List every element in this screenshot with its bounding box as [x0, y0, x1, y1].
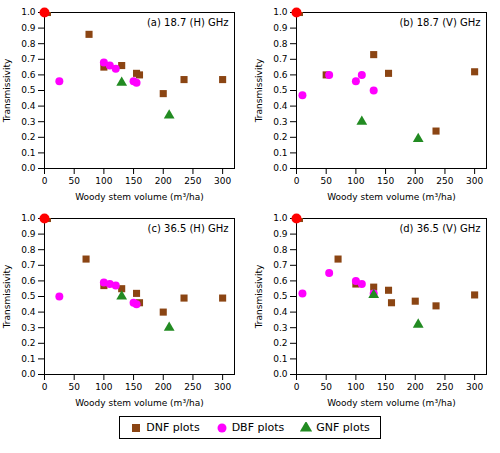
svg-text:Transmissivity: Transmissivity	[2, 264, 12, 329]
svg-text:50: 50	[320, 382, 332, 392]
html-text:GNF plots: GNF plots	[316, 421, 370, 434]
svg-text:0.9: 0.9	[21, 229, 36, 239]
svg-text:0: 0	[294, 382, 300, 392]
svg-text:0.8: 0.8	[273, 245, 288, 255]
svg-text:0.2: 0.2	[273, 132, 287, 142]
svg-text:Woody stem volume (m³/ha): Woody stem volume (m³/ha)	[75, 398, 204, 408]
svg-text:0.5: 0.5	[273, 291, 287, 301]
svg-text:1.0: 1.0	[273, 213, 288, 223]
svg-text:0.4: 0.4	[273, 307, 288, 317]
svg-text:0.8: 0.8	[21, 39, 36, 49]
svg-text:0.9: 0.9	[273, 229, 288, 239]
svg-text:0.9: 0.9	[273, 23, 288, 33]
svg-text:1.0: 1.0	[21, 213, 36, 223]
svg-text:0: 0	[42, 176, 48, 186]
svg-text:Transmissivity: Transmissivity	[254, 264, 264, 329]
svg-text:Transmissivity: Transmissivity	[2, 58, 12, 123]
svg-text:300: 300	[214, 176, 231, 186]
svg-text:200: 200	[407, 176, 424, 186]
svg-text:0.1: 0.1	[273, 148, 287, 158]
svg-text:(b) 18.7 (V) GHz: (b) 18.7 (V) GHz	[399, 17, 480, 28]
svg-text:Woody stem volume (m³/ha): Woody stem volume (m³/ha)	[327, 192, 456, 202]
svg-text:100: 100	[95, 382, 112, 392]
svg-text:150: 150	[125, 382, 142, 392]
svg-text:250: 250	[436, 382, 453, 392]
svg-text:0.5: 0.5	[21, 291, 35, 301]
svg-text:0.7: 0.7	[273, 54, 287, 64]
svg-text:200: 200	[407, 382, 424, 392]
svg-text:0.6: 0.6	[21, 276, 36, 286]
svg-text:(c) 36.5 (H) GHz: (c) 36.5 (H) GHz	[148, 223, 229, 234]
svg-text:0.7: 0.7	[273, 260, 287, 270]
svg-text:150: 150	[377, 382, 394, 392]
svg-text:0.1: 0.1	[21, 354, 35, 364]
html-text:DBF plots: DBF plots	[231, 421, 285, 434]
svg-text:150: 150	[125, 176, 142, 186]
svg-text:50: 50	[68, 176, 80, 186]
svg-text:0.0: 0.0	[273, 163, 288, 173]
svg-text:Woody stem volume (m³/ha): Woody stem volume (m³/ha)	[75, 192, 204, 202]
svg-text:0.4: 0.4	[273, 101, 288, 111]
svg-text:0.1: 0.1	[273, 354, 287, 364]
html-text:DNF plots: DNF plots	[146, 421, 200, 434]
svg-text:1.0: 1.0	[21, 7, 36, 17]
svg-text:0.4: 0.4	[21, 307, 36, 317]
svg-text:0.0: 0.0	[21, 163, 36, 173]
svg-text:0.3: 0.3	[21, 117, 35, 127]
svg-text:0.6: 0.6	[273, 276, 288, 286]
svg-text:0.5: 0.5	[273, 85, 287, 95]
svg-text:50: 50	[320, 176, 332, 186]
svg-text:1.0: 1.0	[273, 7, 288, 17]
svg-text:0.9: 0.9	[21, 23, 36, 33]
svg-text:50: 50	[68, 382, 80, 392]
svg-text:250: 250	[184, 382, 201, 392]
svg-text:0.7: 0.7	[21, 54, 35, 64]
svg-text:0.0: 0.0	[21, 369, 36, 379]
svg-text:0.0: 0.0	[273, 369, 288, 379]
svg-text:0: 0	[294, 176, 300, 186]
svg-text:0.4: 0.4	[21, 101, 36, 111]
svg-text:0.5: 0.5	[21, 85, 35, 95]
svg-text:0.3: 0.3	[273, 117, 287, 127]
svg-text:100: 100	[95, 176, 112, 186]
svg-text:(d) 36.5 (V) GHz: (d) 36.5 (V) GHz	[399, 223, 480, 234]
svg-text:0.8: 0.8	[273, 39, 288, 49]
svg-text:100: 100	[347, 176, 364, 186]
svg-text:(a) 18.7 (H) GHz: (a) 18.7 (H) GHz	[147, 17, 229, 28]
svg-text:200: 200	[155, 382, 172, 392]
svg-text:0.7: 0.7	[21, 260, 35, 270]
svg-text:300: 300	[214, 382, 231, 392]
svg-text:0.3: 0.3	[273, 323, 287, 333]
svg-text:250: 250	[436, 176, 453, 186]
svg-text:150: 150	[377, 176, 394, 186]
svg-text:0: 0	[42, 382, 48, 392]
svg-text:0.6: 0.6	[21, 70, 36, 80]
svg-text:0.2: 0.2	[21, 132, 35, 142]
svg-text:0.2: 0.2	[273, 338, 287, 348]
svg-text:200: 200	[155, 176, 172, 186]
svg-text:0.1: 0.1	[21, 148, 35, 158]
svg-text:Transmissivity: Transmissivity	[254, 58, 264, 123]
svg-text:300: 300	[466, 176, 483, 186]
svg-text:300: 300	[466, 382, 483, 392]
svg-text:100: 100	[347, 382, 364, 392]
svg-text:0.2: 0.2	[21, 338, 35, 348]
svg-text:0.8: 0.8	[21, 245, 36, 255]
svg-text:250: 250	[184, 176, 201, 186]
svg-text:0.3: 0.3	[21, 323, 35, 333]
svg-text:0.6: 0.6	[273, 70, 288, 80]
svg-text:Woody stem volume (m³/ha): Woody stem volume (m³/ha)	[327, 398, 456, 408]
